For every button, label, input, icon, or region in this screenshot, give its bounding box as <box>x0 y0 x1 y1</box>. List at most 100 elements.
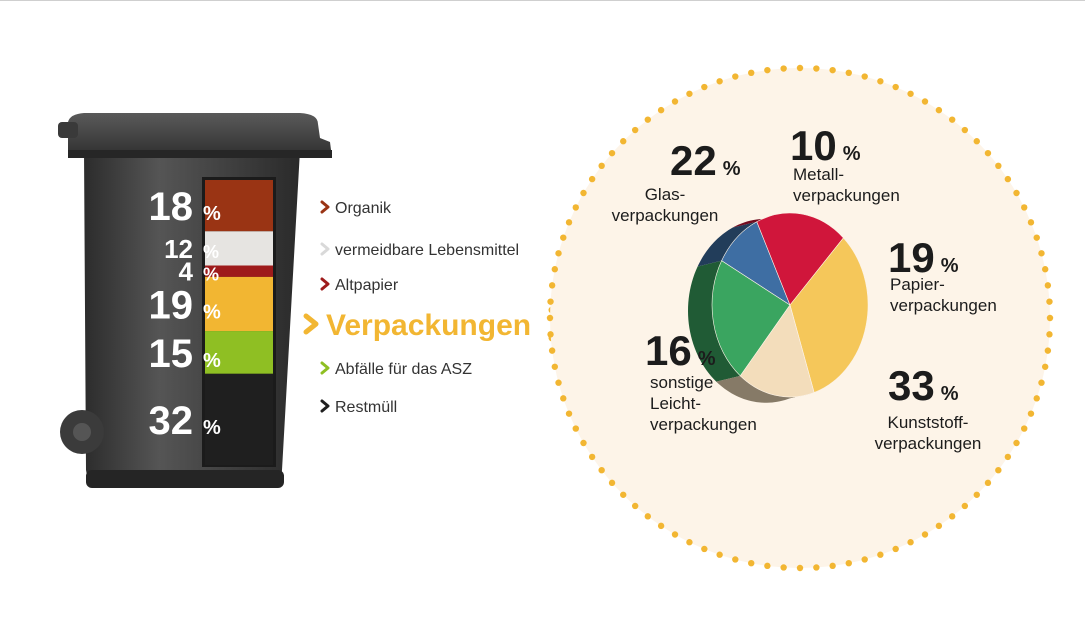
bin-segment-4 <box>205 331 273 374</box>
bin-percent-sign: % <box>203 242 219 262</box>
pie-label-papier: verpackungen <box>890 296 997 315</box>
legend-chevron-icon <box>320 361 330 375</box>
pie-chart <box>688 212 869 403</box>
bin-wheel-hub <box>73 423 91 441</box>
pie-slice-kunststoff <box>789 237 869 393</box>
border-dot <box>686 539 693 546</box>
pie-slice-papier <box>756 212 844 306</box>
bin-segment-0 <box>205 180 273 232</box>
border-dot <box>580 439 587 447</box>
border-dot <box>829 66 836 74</box>
border-dot <box>1033 395 1040 402</box>
legend-item-label: vermeidbare Lebensmittel <box>335 242 519 259</box>
border-dot <box>548 282 556 289</box>
bin-percent-value: 4 <box>179 257 194 287</box>
border-dot <box>620 491 627 498</box>
bin-bar-segments <box>205 180 273 465</box>
border-dot <box>560 234 567 241</box>
dotted-circle-border <box>546 64 1054 572</box>
pie-value-leicht: 16 <box>645 327 692 374</box>
border-dot <box>1041 363 1049 370</box>
bin-segment-2 <box>205 265 273 277</box>
border-dot <box>935 106 943 114</box>
pie-label-leicht: verpackungen <box>650 415 757 434</box>
border-dot <box>921 531 929 538</box>
pie-percent-sign: % <box>941 383 959 405</box>
pie-side-glas <box>688 260 741 382</box>
pie-label-kunststoff: Kunststoff- <box>888 413 969 432</box>
pie-percent-sign: % <box>843 143 861 165</box>
bin-percent-value: 19 <box>149 283 194 327</box>
pie-label-metall: verpackungen <box>793 186 900 205</box>
border-dot <box>631 126 639 134</box>
border-dot <box>861 556 868 563</box>
border-dot <box>1041 266 1049 273</box>
border-dot <box>907 539 914 546</box>
border-dot <box>973 138 980 145</box>
border-dot <box>1038 250 1045 257</box>
pie-side-leicht <box>716 375 815 403</box>
pie-label-leicht: sonstige <box>650 373 713 392</box>
border-dot <box>892 545 899 553</box>
legend-item-label: Abfälle für das ASZ <box>335 361 472 378</box>
border-dot <box>813 65 820 72</box>
border-dot <box>547 298 554 305</box>
waste-bin <box>58 113 332 488</box>
pie-value-papier: 19 <box>888 234 935 281</box>
verpackungen-label: Verpackungen <box>326 309 531 342</box>
border-dot <box>565 410 573 417</box>
pie-value-metall: 10 <box>790 122 837 169</box>
border-dot <box>948 513 956 520</box>
border-dot <box>548 347 556 354</box>
border-dot <box>598 162 605 170</box>
pie-value-glas: 22 <box>670 137 717 184</box>
border-dot <box>995 466 1002 474</box>
border-dot <box>701 83 708 91</box>
border-dot <box>1038 379 1045 386</box>
border-dot <box>588 175 596 183</box>
border-dot <box>588 453 596 461</box>
border-dot <box>555 250 562 257</box>
border-dot <box>686 90 693 97</box>
legend-chevron-icon <box>320 200 330 214</box>
waste-legend: Organik vermeidbare Lebensmittel Altpapier… <box>320 200 519 416</box>
border-dot <box>845 559 852 567</box>
border-dot <box>555 379 562 386</box>
bin-handle <box>58 122 78 138</box>
legend-chevron-icon <box>320 277 330 291</box>
pie-label-leicht: Leicht- <box>650 394 701 413</box>
border-dot <box>1004 453 1012 461</box>
border-dot <box>973 491 980 498</box>
border-dot <box>780 564 787 571</box>
border-dot <box>877 78 884 85</box>
border-dot <box>796 64 804 72</box>
pie-slice-leicht <box>739 304 815 398</box>
border-dot <box>671 531 679 538</box>
pie-label-glas: Glas- <box>645 185 686 204</box>
pie-label-papier: Papier- <box>890 275 945 294</box>
border-dot <box>907 90 914 97</box>
border-dot <box>620 138 627 145</box>
border-dot <box>1021 425 1028 432</box>
border-dot <box>580 189 587 197</box>
border-dot <box>877 551 884 558</box>
border-dot <box>1027 410 1035 417</box>
bin-segment-3 <box>205 276 273 332</box>
bin-percent-sign: % <box>203 417 221 439</box>
bin-segment-1 <box>205 231 273 266</box>
border-dot <box>829 562 836 570</box>
pie-label-kunststoff: verpackungen <box>875 434 982 453</box>
bin-bottom-rim <box>86 470 284 488</box>
border-dot <box>732 556 739 563</box>
bin-percent-labels: 18 % 12 % 4 % 19 % 15 % 32% <box>149 185 222 443</box>
border-dot <box>631 502 639 510</box>
border-dot <box>961 126 969 134</box>
bin-percent-value: 18 <box>149 185 194 229</box>
legend-item-label: Altpapier <box>335 277 399 294</box>
border-dot <box>547 331 554 338</box>
border-dot <box>748 559 755 567</box>
bin-percent-sign: % <box>203 203 221 225</box>
border-dot <box>948 116 956 123</box>
